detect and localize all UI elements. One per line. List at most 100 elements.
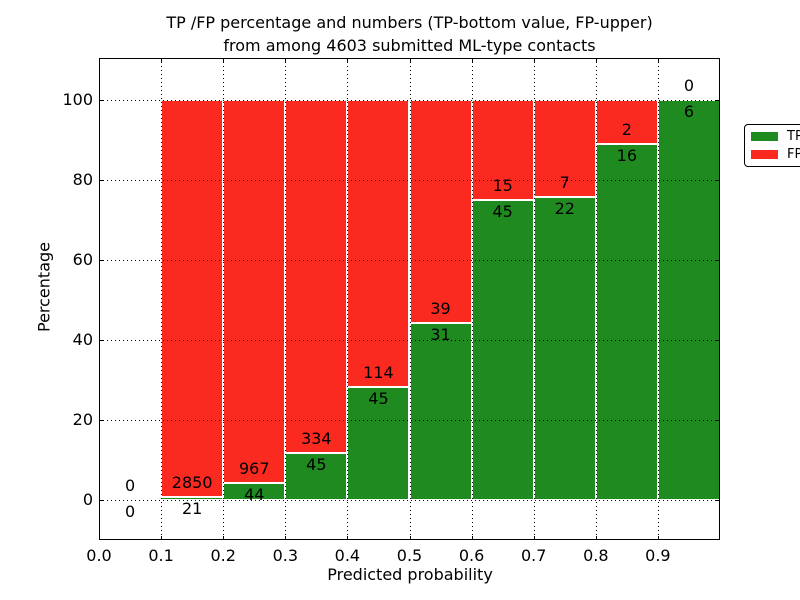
bar-segment-tp <box>347 386 410 500</box>
y-tick-label: 0 <box>82 490 93 509</box>
x-tickmark <box>285 536 287 540</box>
y-tickmark <box>716 500 720 501</box>
y-tick-label: 20 <box>72 410 93 429</box>
bar-segment-fp <box>161 100 224 498</box>
y-tickmark <box>99 100 103 101</box>
x-gridline <box>533 58 535 540</box>
legend-swatch-tp-icon <box>751 132 778 141</box>
bar-segment-fp <box>347 100 410 387</box>
x-tick-label: 0.6 <box>458 546 485 565</box>
y-tick-label: 80 <box>72 170 93 189</box>
legend-item-label: FP <box>787 146 800 162</box>
x-tickmark <box>161 536 163 540</box>
y-tickmark <box>99 260 103 261</box>
y-tick-label: 100 <box>62 90 93 109</box>
fp-count-label: 2 <box>621 120 632 140</box>
x-tickmark <box>719 58 720 62</box>
x-tickmark <box>533 58 535 62</box>
fp-count-label: 15 <box>492 176 513 195</box>
tp-count-label: 45 <box>368 388 389 408</box>
x-tick-label: 0.8 <box>583 546 609 565</box>
legend-swatch-fp-icon <box>751 150 778 159</box>
tp-count-label: 0 <box>124 502 136 521</box>
x-tickmark <box>471 58 473 62</box>
x-tickmark <box>347 58 349 62</box>
x-tickmark <box>223 536 225 540</box>
x-tickmark <box>347 536 349 540</box>
fp-count-label: 0 <box>683 76 695 95</box>
fp-count-label: 39 <box>430 298 451 318</box>
x-tick-label: 0.4 <box>334 546 361 565</box>
bar-segment-tp <box>657 100 720 500</box>
x-gridline <box>161 58 163 540</box>
legend-item: TP <box>751 128 800 144</box>
y-tickmark <box>716 180 720 181</box>
x-tickmark <box>533 536 535 540</box>
tp-count-label: 6 <box>683 102 695 121</box>
y-tick-label: 40 <box>72 330 93 349</box>
y-tick-label: 60 <box>72 250 93 269</box>
tp-count-label: 45 <box>492 202 513 221</box>
x-gridline <box>347 58 349 540</box>
y-gridline <box>99 340 720 341</box>
fp-count-label: 334 <box>301 428 332 448</box>
y-tickmark <box>99 340 103 341</box>
bar-segment-tp <box>533 196 596 500</box>
x-gridline <box>657 58 659 540</box>
x-tickmark <box>99 536 100 540</box>
chart-title-line-1: TP /FP percentage and numbers (TP-bottom… <box>166 13 653 32</box>
x-tickmark <box>223 58 225 62</box>
x-tickmark <box>409 58 411 62</box>
legend: TP FP <box>744 124 800 167</box>
bar-segment-tp <box>471 200 534 500</box>
y-gridline <box>99 500 720 501</box>
y-tickmark <box>99 500 103 501</box>
tp-count-label: 45 <box>306 454 327 474</box>
bar-segment-tp <box>595 144 658 500</box>
x-gridline <box>471 58 473 540</box>
y-tickmark <box>716 420 720 421</box>
y-tickmark <box>99 180 103 181</box>
y-gridline <box>99 260 720 261</box>
plot-area: TP FP 0 0 2850 21 967 44 334 45 114 45 39 31 15 45 7 22 2… <box>99 58 800 540</box>
x-axis-label: Predicted probability <box>327 565 493 584</box>
x-tickmark <box>409 536 411 540</box>
y-tickmark <box>716 260 720 261</box>
x-tickmark <box>595 536 597 540</box>
fp-count-label: 114 <box>363 362 394 382</box>
x-tickmark <box>161 58 163 62</box>
x-gridline <box>223 58 225 540</box>
x-tick-label: 0.5 <box>396 546 423 565</box>
y-gridline <box>99 420 720 421</box>
chart-title: TP /FP percentage and numbers (TP-bottom… <box>99 11 720 57</box>
legend-item: FP <box>751 146 800 162</box>
x-tick-label: 0.3 <box>272 546 299 565</box>
x-tickmark <box>471 536 473 540</box>
x-tickmark <box>285 58 287 62</box>
x-tick-label: 0.1 <box>148 546 174 565</box>
x-gridline <box>595 58 597 540</box>
legend-item-label: TP <box>787 128 800 144</box>
bar-segment-fp <box>471 100 534 200</box>
x-tickmark <box>99 58 100 62</box>
y-tickmark <box>716 340 720 341</box>
tp-count-label: 22 <box>554 198 575 218</box>
x-tick-label: 0.7 <box>520 546 547 565</box>
fp-count-label: 2850 <box>171 473 213 493</box>
x-tick-label: 0.2 <box>210 546 236 565</box>
bar-segment-fp <box>223 100 286 483</box>
fp-count-label: 0 <box>124 476 136 495</box>
x-gridline <box>409 58 411 540</box>
y-gridline <box>99 100 720 101</box>
x-tickmark <box>719 536 720 540</box>
bar-segment-fp <box>285 100 348 453</box>
x-tick-label: 0.0 <box>86 546 112 565</box>
tp-count-label: 44 <box>244 484 265 504</box>
y-tickmark <box>99 420 103 421</box>
tp-count-label: 21 <box>181 499 203 519</box>
x-tickmark <box>657 58 659 62</box>
bar-segment-fp <box>409 100 472 323</box>
fp-count-label: 967 <box>238 458 270 478</box>
x-tick-label: 0.9 <box>645 546 671 565</box>
x-tickmark <box>657 536 659 540</box>
